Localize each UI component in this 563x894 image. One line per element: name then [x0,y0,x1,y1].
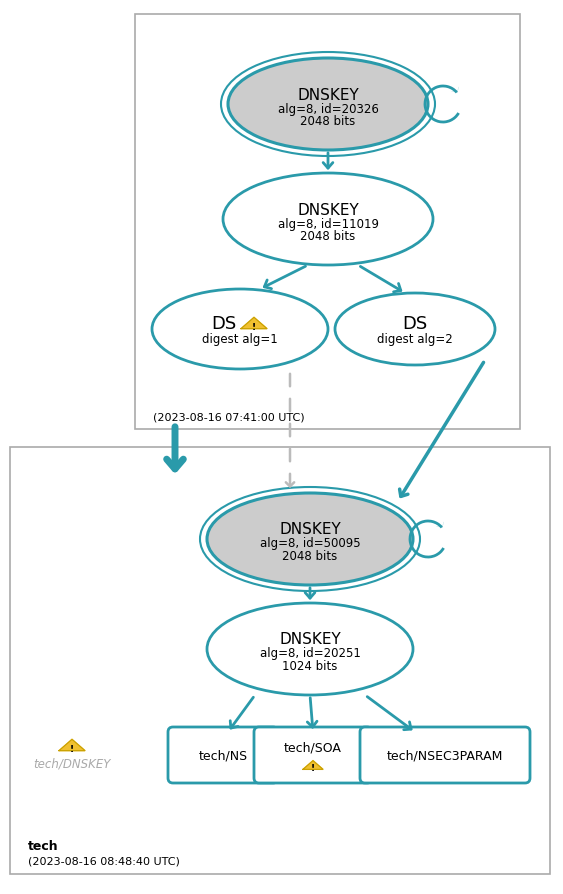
Text: !: ! [252,322,256,331]
Text: !: ! [311,763,315,772]
Ellipse shape [223,173,433,266]
Ellipse shape [207,493,413,586]
Text: digest alg=2: digest alg=2 [377,333,453,345]
Text: 2048 bits: 2048 bits [283,549,338,561]
Text: DNSKEY: DNSKEY [297,202,359,217]
Text: alg=8, id=20251: alg=8, id=20251 [260,646,360,660]
Text: 1024 bits: 1024 bits [282,659,338,671]
Text: DS: DS [403,315,428,333]
Text: (2023-08-16 08:48:40 UTC): (2023-08-16 08:48:40 UTC) [28,856,180,866]
Ellipse shape [335,293,495,366]
Text: 2048 bits: 2048 bits [301,229,356,242]
Ellipse shape [228,59,428,151]
Polygon shape [59,739,85,751]
Text: DS: DS [211,315,236,333]
Text: tech/DNSKEY: tech/DNSKEY [33,756,111,770]
Text: tech: tech [28,839,59,853]
Text: alg=8, id=50095: alg=8, id=50095 [260,537,360,550]
Text: tech/NS: tech/NS [198,748,248,762]
Text: !: ! [70,744,74,753]
Text: tech/NSEC3PARAM: tech/NSEC3PARAM [387,748,503,762]
Text: alg=8, id=20326: alg=8, id=20326 [278,103,378,115]
Bar [10,448,550,874]
Text: DNSKEY: DNSKEY [279,632,341,646]
Text: 2048 bits: 2048 bits [301,114,356,127]
Text: alg=8, id=11019: alg=8, id=11019 [278,217,378,231]
Text: DNSKEY: DNSKEY [279,522,341,537]
Ellipse shape [207,603,413,696]
Text: DNSKEY: DNSKEY [297,88,359,103]
FancyBboxPatch shape [168,727,278,783]
Polygon shape [303,761,323,770]
Ellipse shape [152,290,328,369]
FancyBboxPatch shape [254,727,372,783]
Polygon shape [241,318,267,329]
Text: tech/SOA: tech/SOA [284,740,342,754]
FancyBboxPatch shape [360,727,530,783]
Bar [135,15,520,429]
Text: digest alg=1: digest alg=1 [202,333,278,345]
Text: (2023-08-16 07:41:00 UTC): (2023-08-16 07:41:00 UTC) [153,411,305,422]
